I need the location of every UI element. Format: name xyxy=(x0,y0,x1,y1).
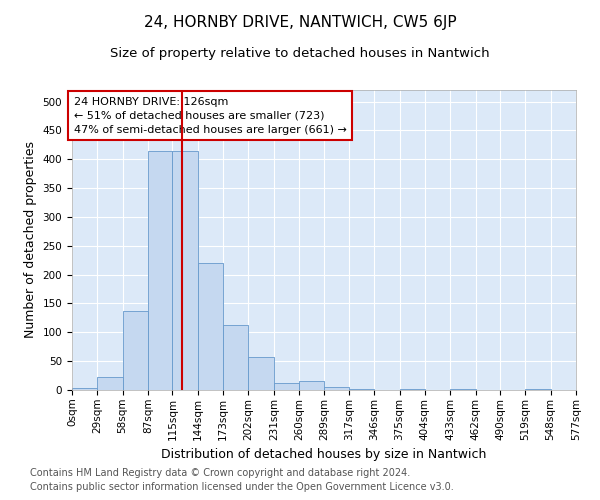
Bar xyxy=(325,386,349,390)
Bar xyxy=(299,382,325,390)
Text: Contains HM Land Registry data © Crown copyright and database right 2024.: Contains HM Land Registry data © Crown c… xyxy=(30,468,410,477)
Text: 24 HORNBY DRIVE: 126sqm
← 51% of detached houses are smaller (723)
47% of semi-d: 24 HORNBY DRIVE: 126sqm ← 51% of detache… xyxy=(74,97,347,135)
Bar xyxy=(97,378,122,390)
Bar xyxy=(526,389,551,390)
Text: 24, HORNBY DRIVE, NANTWICH, CW5 6JP: 24, HORNBY DRIVE, NANTWICH, CW5 6JP xyxy=(143,15,457,30)
Bar xyxy=(198,263,223,390)
Bar xyxy=(349,389,374,390)
Y-axis label: Number of detached properties: Number of detached properties xyxy=(24,142,37,338)
X-axis label: Distribution of detached houses by size in Nantwich: Distribution of detached houses by size … xyxy=(161,448,487,461)
Text: Size of property relative to detached houses in Nantwich: Size of property relative to detached ho… xyxy=(110,48,490,60)
Bar xyxy=(223,326,248,390)
Bar xyxy=(400,389,425,390)
Text: Contains public sector information licensed under the Open Government Licence v3: Contains public sector information licen… xyxy=(30,482,454,492)
Bar xyxy=(172,150,198,390)
Bar xyxy=(148,150,172,390)
Bar xyxy=(122,311,148,390)
Bar xyxy=(72,388,97,390)
Bar xyxy=(248,357,274,390)
Bar xyxy=(274,382,299,390)
